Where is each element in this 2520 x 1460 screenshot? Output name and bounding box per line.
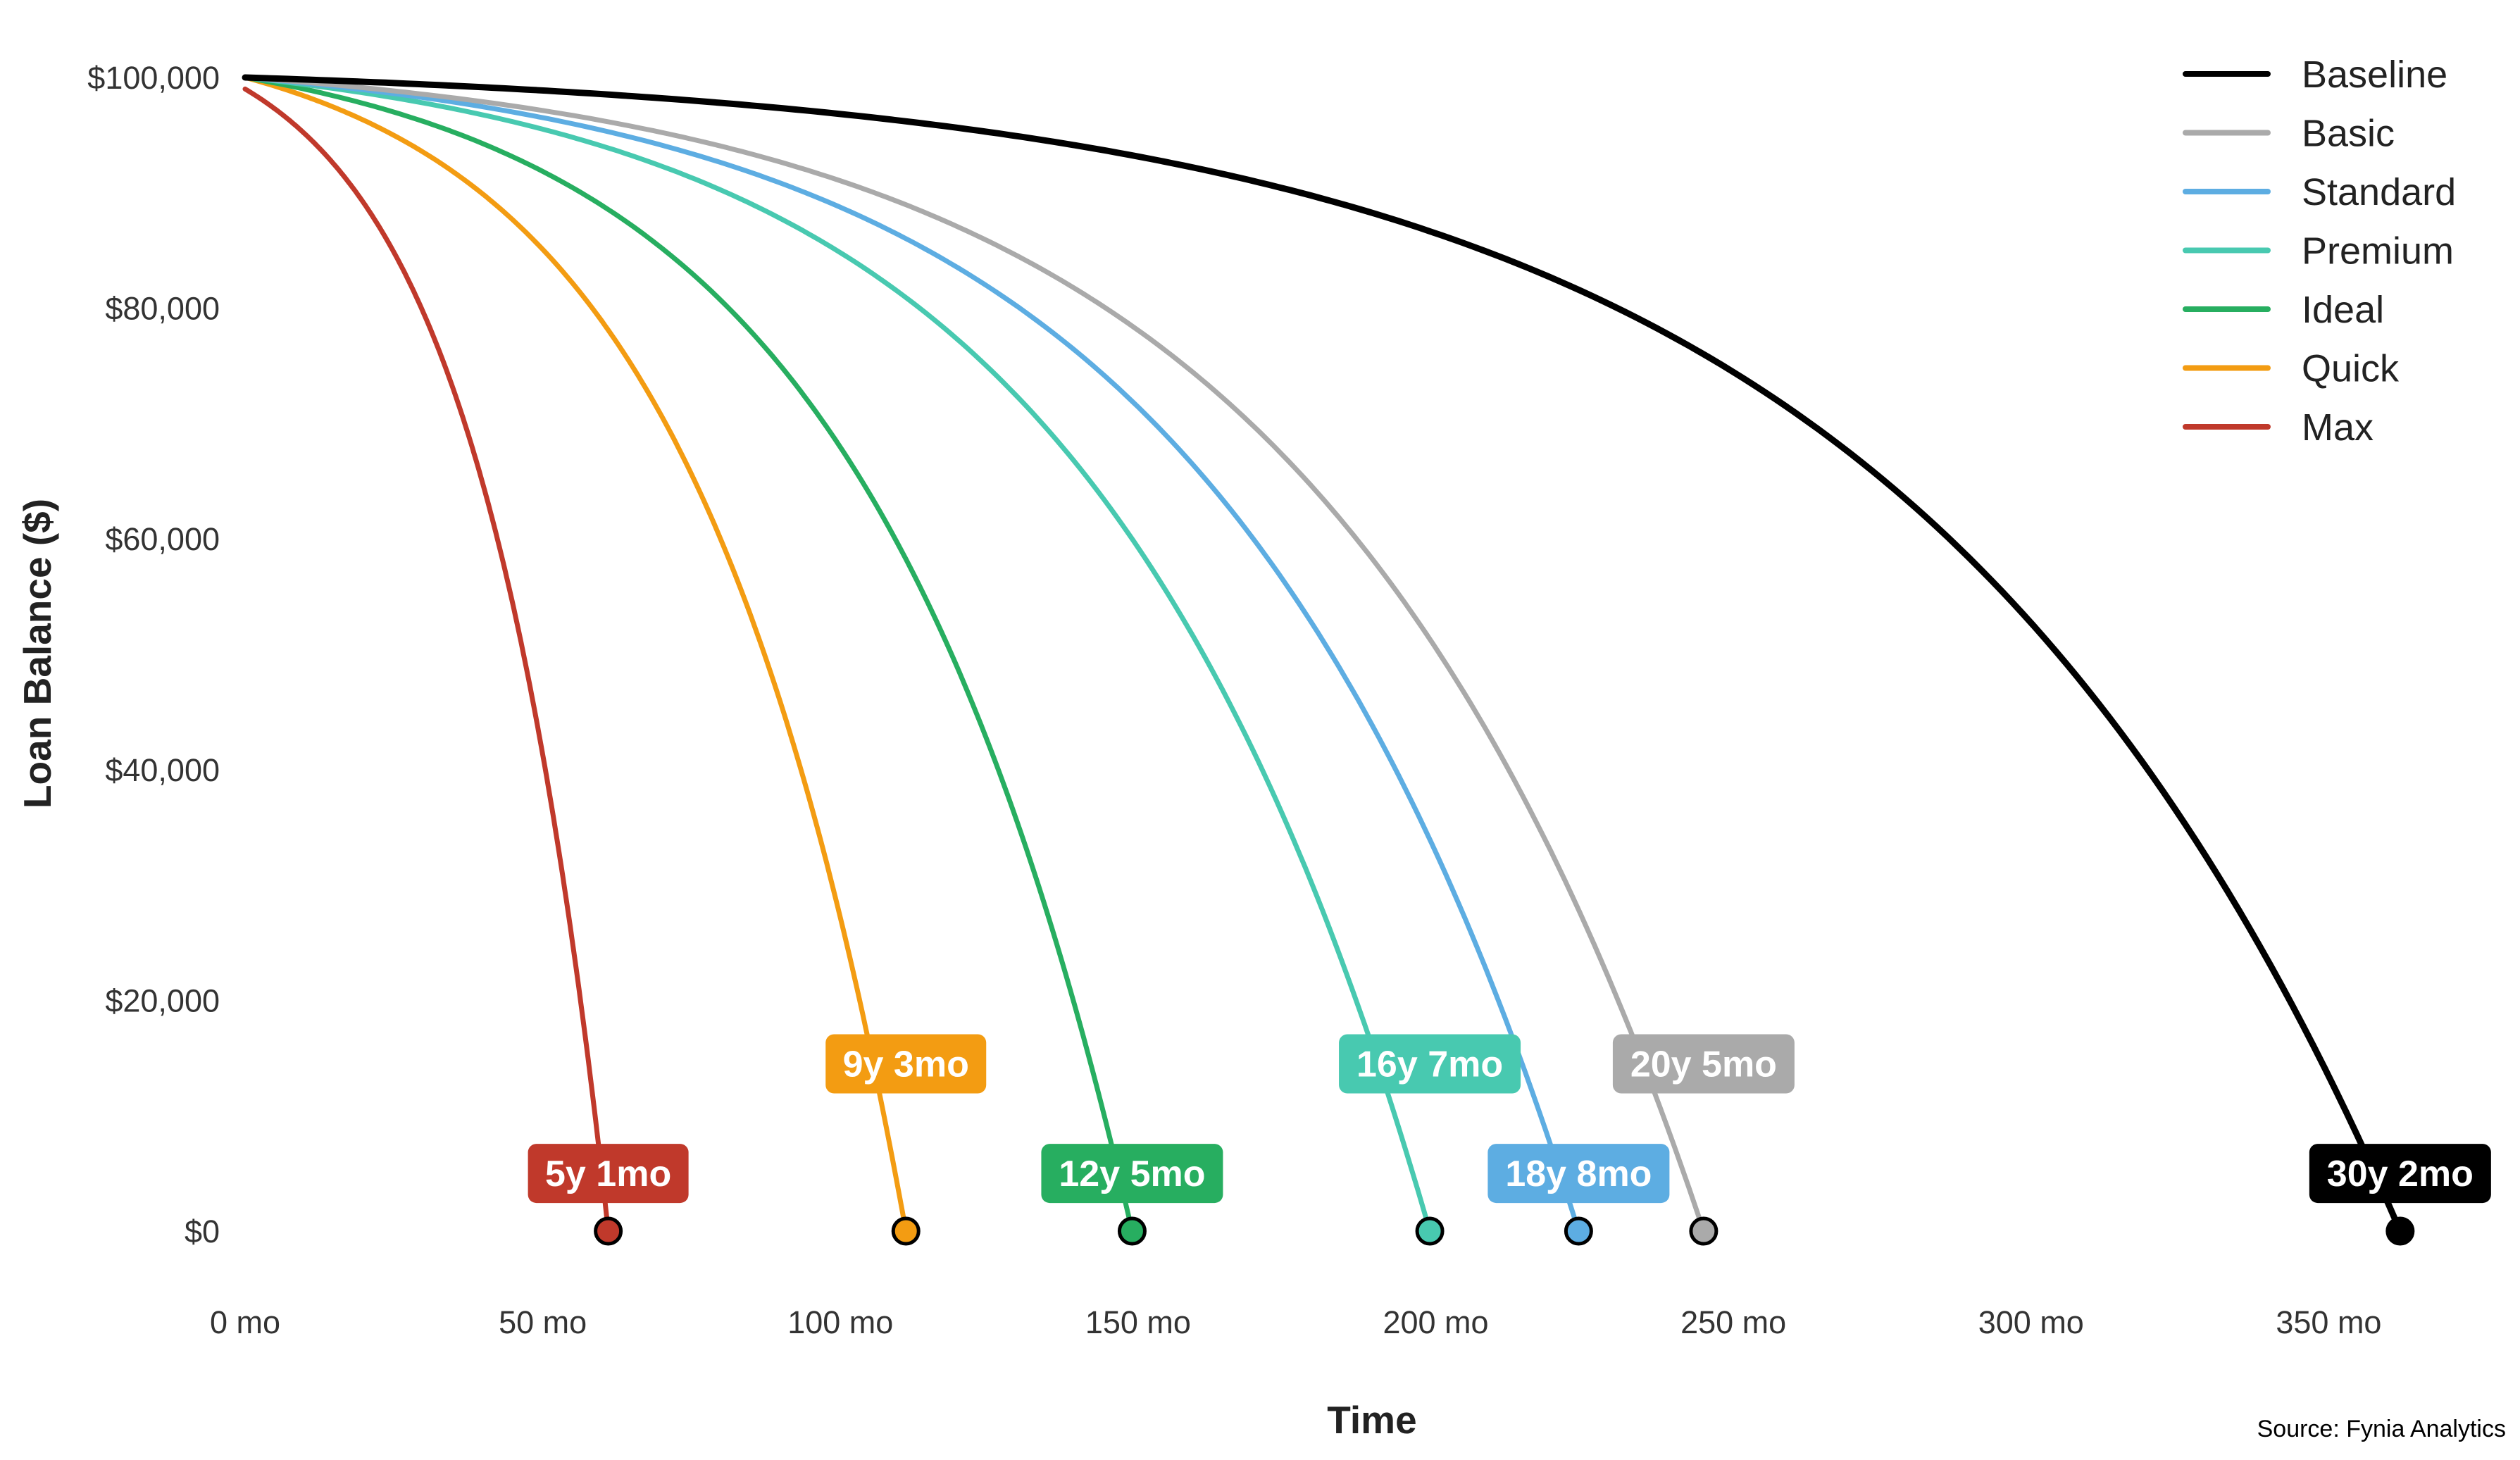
payoff-label-basic: 20y 5mo (1612, 1034, 1795, 1094)
x-tick-label: 0 mo (210, 1304, 280, 1340)
payoff-label-text: 20y 5mo (1630, 1044, 1777, 1085)
source-note: Source: Fynia Analytics (2257, 1416, 2506, 1442)
payoff-marker-max (594, 1216, 623, 1246)
y-tick-label: $100,000 (87, 60, 220, 96)
payoff-marker-basic (1689, 1216, 1719, 1246)
payoff-label-premium: 16y 7mo (1339, 1034, 1521, 1094)
x-tick-label: 300 mo (1978, 1304, 2084, 1340)
payoff-marker-standard (1564, 1216, 1593, 1246)
x-tick-label: 50 mo (499, 1304, 587, 1340)
payoff-label-ideal: 12y 5mo (1041, 1144, 1223, 1204)
payoff-label-box (528, 1144, 689, 1204)
y-tick-label: $0 (185, 1213, 220, 1249)
x-tick-label: 100 mo (787, 1304, 893, 1340)
payoff-label-box (825, 1034, 987, 1094)
series-line-basic (242, 75, 1707, 1234)
x-tick-label: 250 mo (1680, 1304, 1786, 1340)
series-line-baseline (242, 74, 2404, 1235)
payoff-label-box (1612, 1034, 1795, 1094)
y-tick-label: $80,000 (105, 291, 220, 327)
legend-entry: Basic (2302, 113, 2395, 155)
x-tick-label: 150 mo (1085, 1304, 1191, 1340)
series-line-quick (242, 75, 909, 1234)
y-tick-label: $60,000 (105, 521, 220, 557)
y-tick-label: $40,000 (105, 752, 220, 788)
y-axis-title: Loan Balance ($) (15, 499, 59, 809)
x-tick-label: 350 mo (2276, 1304, 2381, 1340)
payoff-label-text: 12y 5mo (1059, 1154, 1205, 1194)
payoff-marker-premium (1415, 1216, 1445, 1246)
payoff-label-text: 16y 7mo (1356, 1044, 1503, 1085)
payoff-labels: 30y 2mo 20y 5mo 18y 8mo 16y 7mo 12y 5mo 9y 3m… (528, 1034, 2491, 1204)
legend-entry: Premium (2302, 230, 2454, 273)
payoff-label-text: 18y 8mo (1505, 1154, 1652, 1194)
payoff-label-max: 5y 1mo (528, 1144, 689, 1204)
legend: Baseline Basic Standard Premium Ideal Quick Ma… (2183, 54, 2456, 449)
series-line-ideal (242, 75, 1135, 1234)
series-line-standard (242, 75, 1581, 1234)
series-line-max (242, 86, 611, 1234)
legend-entry: Standard (2302, 171, 2456, 213)
payoff-label-box (1487, 1144, 1670, 1204)
y-axis-ticks: $0 $20,000 $40,000 $60,000 $80,000 $100,000 (87, 60, 220, 1249)
payoff-label-text: 30y 2mo (2327, 1154, 2474, 1194)
payoff-markers (594, 1216, 2415, 1246)
payoff-marker-baseline (2385, 1216, 2415, 1246)
payoff-label-quick: 9y 3mo (825, 1034, 987, 1094)
x-tick-label: 200 mo (1383, 1304, 1488, 1340)
payoff-marker-ideal (1117, 1216, 1147, 1246)
y-tick-label: $20,000 (105, 982, 220, 1018)
payoff-label-baseline: 30y 2mo (2309, 1144, 2491, 1204)
x-axis-ticks: 0 mo 50 mo 100 mo 150 mo 200 mo 250 mo 300 mo 3… (210, 1304, 2381, 1340)
payoff-label-box (1041, 1144, 1223, 1204)
series-line-premium (242, 75, 1433, 1234)
payoff-label-box (1339, 1034, 1521, 1094)
payoff-marker-quick (891, 1216, 921, 1246)
payoff-label-text: 9y 3mo (843, 1044, 969, 1085)
x-axis-title: Time (1327, 1398, 1416, 1442)
payoff-label-standard: 18y 8mo (1487, 1144, 1670, 1204)
series-lines (242, 74, 2404, 1235)
payoff-label-box (2309, 1144, 2491, 1204)
payoff-label-text: 5y 1mo (545, 1154, 671, 1194)
legend-entry: Max (2302, 406, 2374, 449)
legend-entry: Ideal (2302, 289, 2384, 331)
legend-entry: Quick (2302, 348, 2400, 390)
legend-entry: Baseline (2302, 54, 2447, 96)
